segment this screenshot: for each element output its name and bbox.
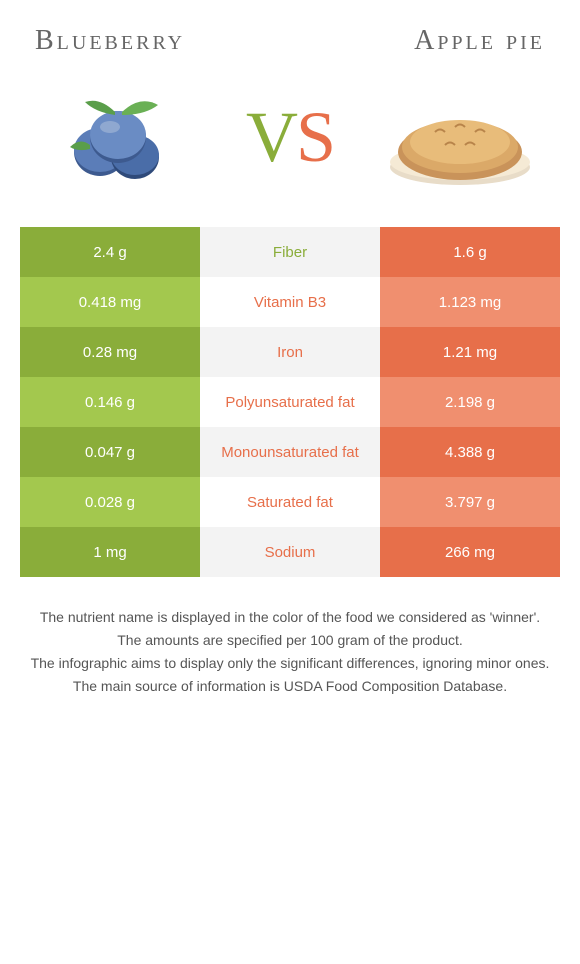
nutrient-name: Iron — [200, 327, 380, 377]
right-value: 1.21 mg — [380, 327, 560, 377]
comparison-table: 2.4 gFiber1.6 g0.418 mgVitamin B31.123 m… — [20, 227, 560, 577]
left-value: 0.028 g — [20, 477, 200, 527]
table-row: 0.28 mgIron1.21 mg — [20, 327, 560, 377]
left-value: 0.418 mg — [20, 277, 200, 327]
apple-pie-image — [380, 77, 540, 197]
right-value: 2.198 g — [380, 377, 560, 427]
footer-notes: The nutrient name is displayed in the co… — [20, 607, 560, 697]
header: Blueberry Apple pie — [20, 25, 560, 77]
nutrient-name: Polyunsaturated fat — [200, 377, 380, 427]
footer-line: The amounts are specified per 100 gram o… — [30, 630, 550, 651]
right-value: 1.6 g — [380, 227, 560, 277]
right-value: 1.123 mg — [380, 277, 560, 327]
table-row: 2.4 gFiber1.6 g — [20, 227, 560, 277]
right-food-title: Apple pie — [414, 25, 545, 57]
right-value: 4.388 g — [380, 427, 560, 477]
table-row: 0.418 mgVitamin B31.123 mg — [20, 277, 560, 327]
nutrient-name: Saturated fat — [200, 477, 380, 527]
left-value: 0.047 g — [20, 427, 200, 477]
left-value: 2.4 g — [20, 227, 200, 277]
right-value: 266 mg — [380, 527, 560, 577]
vs-s: S — [296, 97, 334, 177]
table-row: 0.047 gMonounsaturated fat4.388 g — [20, 427, 560, 477]
nutrient-name: Monounsaturated fat — [200, 427, 380, 477]
footer-line: The main source of information is USDA F… — [30, 676, 550, 697]
footer-line: The nutrient name is displayed in the co… — [30, 607, 550, 628]
blueberry-image — [40, 77, 200, 197]
vs-label: VS — [246, 96, 334, 179]
left-value: 0.146 g — [20, 377, 200, 427]
table-row: 0.028 gSaturated fat3.797 g — [20, 477, 560, 527]
left-value: 0.28 mg — [20, 327, 200, 377]
vs-row: VS — [20, 77, 560, 227]
footer-line: The infographic aims to display only the… — [30, 653, 550, 674]
nutrient-name: Sodium — [200, 527, 380, 577]
vs-v: V — [246, 97, 296, 177]
right-value: 3.797 g — [380, 477, 560, 527]
nutrient-name: Vitamin B3 — [200, 277, 380, 327]
left-value: 1 mg — [20, 527, 200, 577]
left-food-title: Blueberry — [35, 25, 185, 57]
nutrient-name: Fiber — [200, 227, 380, 277]
table-row: 1 mgSodium266 mg — [20, 527, 560, 577]
table-row: 0.146 gPolyunsaturated fat2.198 g — [20, 377, 560, 427]
